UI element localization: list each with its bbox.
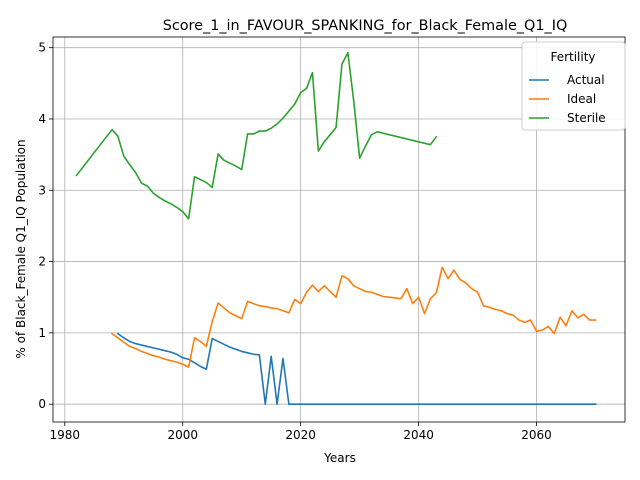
x-tick-label: 1980 (50, 428, 81, 442)
y-tick-label: 0 (38, 397, 46, 411)
x-tick-label: 2060 (521, 428, 552, 442)
legend-label-ideal: Ideal (567, 92, 596, 106)
series-line-ideal (110, 266, 597, 368)
legend: Fertility Actual Ideal Sterile (521, 41, 626, 131)
x-tick-label: 2040 (403, 428, 434, 442)
y-tick-label: 4 (38, 112, 46, 126)
legend-label-sterile: Sterile (567, 111, 606, 125)
legend-box (521, 41, 626, 131)
series-line-sterile (75, 51, 438, 220)
x-tick-label: 2000 (167, 428, 198, 442)
plot-frame (52, 36, 626, 423)
legend-label-actual: Actual (567, 73, 605, 87)
y-tick-label: 2 (38, 255, 46, 269)
chart-title: Score_1_in_FAVOUR_SPANKING_for_Black_Fem… (163, 18, 568, 34)
series-line-actual (116, 332, 597, 405)
y-axis-label: % of Black_Female Q1_IQ Population (14, 139, 28, 358)
x-axis-label: Years (323, 451, 356, 465)
x-tick-label: 2020 (285, 428, 316, 442)
y-tick-label: 5 (38, 41, 46, 55)
y-tick-label: 1 (38, 326, 46, 340)
legend-title: Fertility (550, 50, 595, 64)
y-tick-label: 3 (38, 183, 46, 197)
